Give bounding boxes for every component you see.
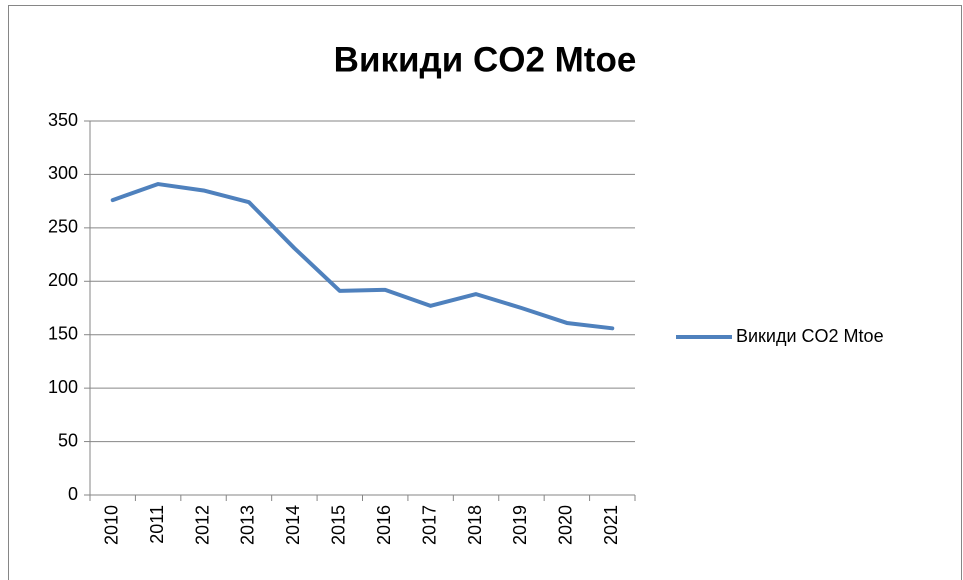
x-tick-label: 2021: [601, 505, 621, 545]
y-tick-label: 100: [48, 377, 78, 397]
x-tick-label: 2015: [329, 505, 349, 545]
y-tick-label: 300: [48, 163, 78, 183]
x-tick-label: 2014: [283, 505, 303, 545]
y-tick-label: 0: [68, 484, 78, 504]
y-tick-label: 50: [58, 430, 78, 450]
x-tick-label: 2016: [374, 505, 394, 545]
chart-frame: [8, 5, 962, 580]
x-tick-label: 2019: [510, 505, 530, 545]
x-tick-label: 2012: [192, 505, 212, 545]
y-tick-label: 250: [48, 217, 78, 237]
y-tick-label: 200: [48, 270, 78, 290]
y-tick-label: 150: [48, 323, 78, 343]
y-tick-label: 350: [48, 110, 78, 130]
x-tick-label: 2011: [147, 505, 167, 544]
x-tick-label: 2017: [419, 505, 439, 545]
x-tick-label: 2020: [556, 505, 576, 545]
legend-label: Викиди CO2 Mtoe: [736, 326, 884, 346]
x-tick-label: 2010: [101, 505, 121, 545]
chart-title: Викиди CO2 Mtoe: [334, 40, 637, 79]
x-tick-label: 2018: [465, 505, 485, 545]
series-line: [110, 182, 615, 331]
x-tick-label: 2013: [238, 505, 258, 545]
